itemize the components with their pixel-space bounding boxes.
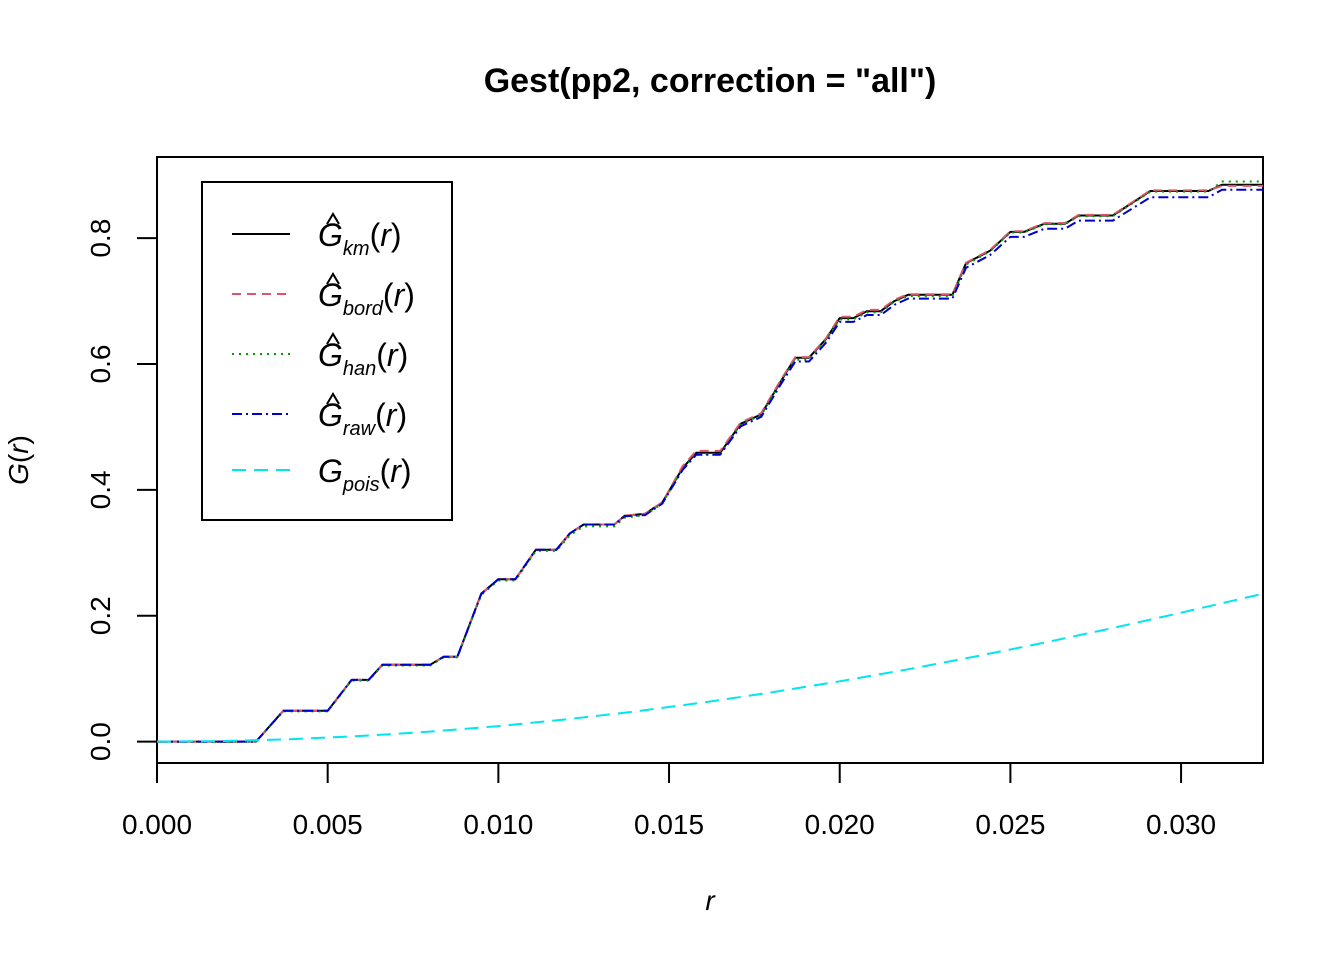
legend-hat-icon	[326, 332, 340, 345]
legend-label-main: G	[318, 453, 343, 489]
legend-label-arg: r	[390, 453, 402, 489]
legend-label-sub: raw	[343, 418, 377, 440]
y-axis: 0.0 0.2 0.4 0.6 0.8	[85, 219, 158, 761]
y-axis-label-open: (	[3, 453, 34, 463]
legend-label-open: (	[375, 397, 386, 433]
legend-label-arg: r	[386, 397, 398, 433]
y-axis-label: G(r)	[3, 435, 34, 485]
legend-label-arg: r	[380, 217, 392, 253]
y-tick-label: 0.6	[85, 345, 116, 384]
x-axis-label: r	[705, 885, 716, 916]
x-axis: 0.000 0.005 0.010 0.015 0.020 0.025 0.030	[122, 762, 1216, 840]
legend-label-close: )	[404, 277, 415, 313]
legend-label-arg: r	[394, 277, 406, 313]
x-tick-label: 0.005	[293, 809, 363, 840]
legend-label-bord: Gbord(r)	[318, 277, 415, 320]
x-tick-label: 0.010	[463, 809, 533, 840]
x-tick-label: 0.000	[122, 809, 192, 840]
legend-label-arg: r	[387, 337, 399, 373]
y-tick-label: 0.0	[85, 722, 116, 761]
legend-label-pois: Gpois(r)	[318, 453, 412, 496]
chart-title: Gest(pp2, correction = "all")	[484, 62, 937, 100]
x-tick-label: 0.025	[975, 809, 1045, 840]
legend-label-han: Ghan(r)	[318, 337, 408, 380]
y-tick-label: 0.4	[85, 470, 116, 509]
y-axis-label-arg: r	[3, 443, 34, 454]
legend-hat-icon	[326, 392, 340, 405]
x-tick-label: 0.030	[1146, 809, 1216, 840]
legend-label-open: (	[376, 337, 387, 373]
legend-label-raw: Graw(r)	[318, 397, 407, 440]
legend-label-sub: pois	[342, 474, 380, 496]
legend-label-open: (	[380, 453, 391, 489]
series-lines	[156, 180, 1264, 743]
legend-label-open: (	[383, 277, 394, 313]
legend-label-open: (	[370, 217, 381, 253]
y-axis-label-main: G	[3, 463, 34, 485]
legend-label-close: )	[396, 397, 407, 433]
series-line-raw	[157, 188, 1263, 743]
y-tick-label: 0.2	[85, 596, 116, 635]
legend: Gkm(r)Gbord(r)Ghan(r)Graw(r)Gpois(r)	[201, 181, 453, 521]
legend-box	[201, 181, 453, 521]
legend-hat-icon	[326, 212, 340, 225]
legend-label-close: )	[398, 337, 409, 373]
series-line-pois	[156, 592, 1264, 743]
legend-label-close: )	[401, 453, 412, 489]
x-tick-label: 0.015	[634, 809, 704, 840]
y-tick-label: 0.8	[85, 219, 116, 258]
legend-label-close: )	[391, 217, 402, 253]
y-axis-label-close: )	[3, 435, 34, 444]
legend-hat-icon	[326, 272, 340, 285]
series-line-bord	[157, 184, 1263, 743]
x-tick-label: 0.020	[805, 809, 875, 840]
legend-label-sub: bord	[343, 298, 384, 320]
legend-label-sub: han	[343, 358, 376, 380]
legend-label-sub: km	[343, 238, 370, 260]
